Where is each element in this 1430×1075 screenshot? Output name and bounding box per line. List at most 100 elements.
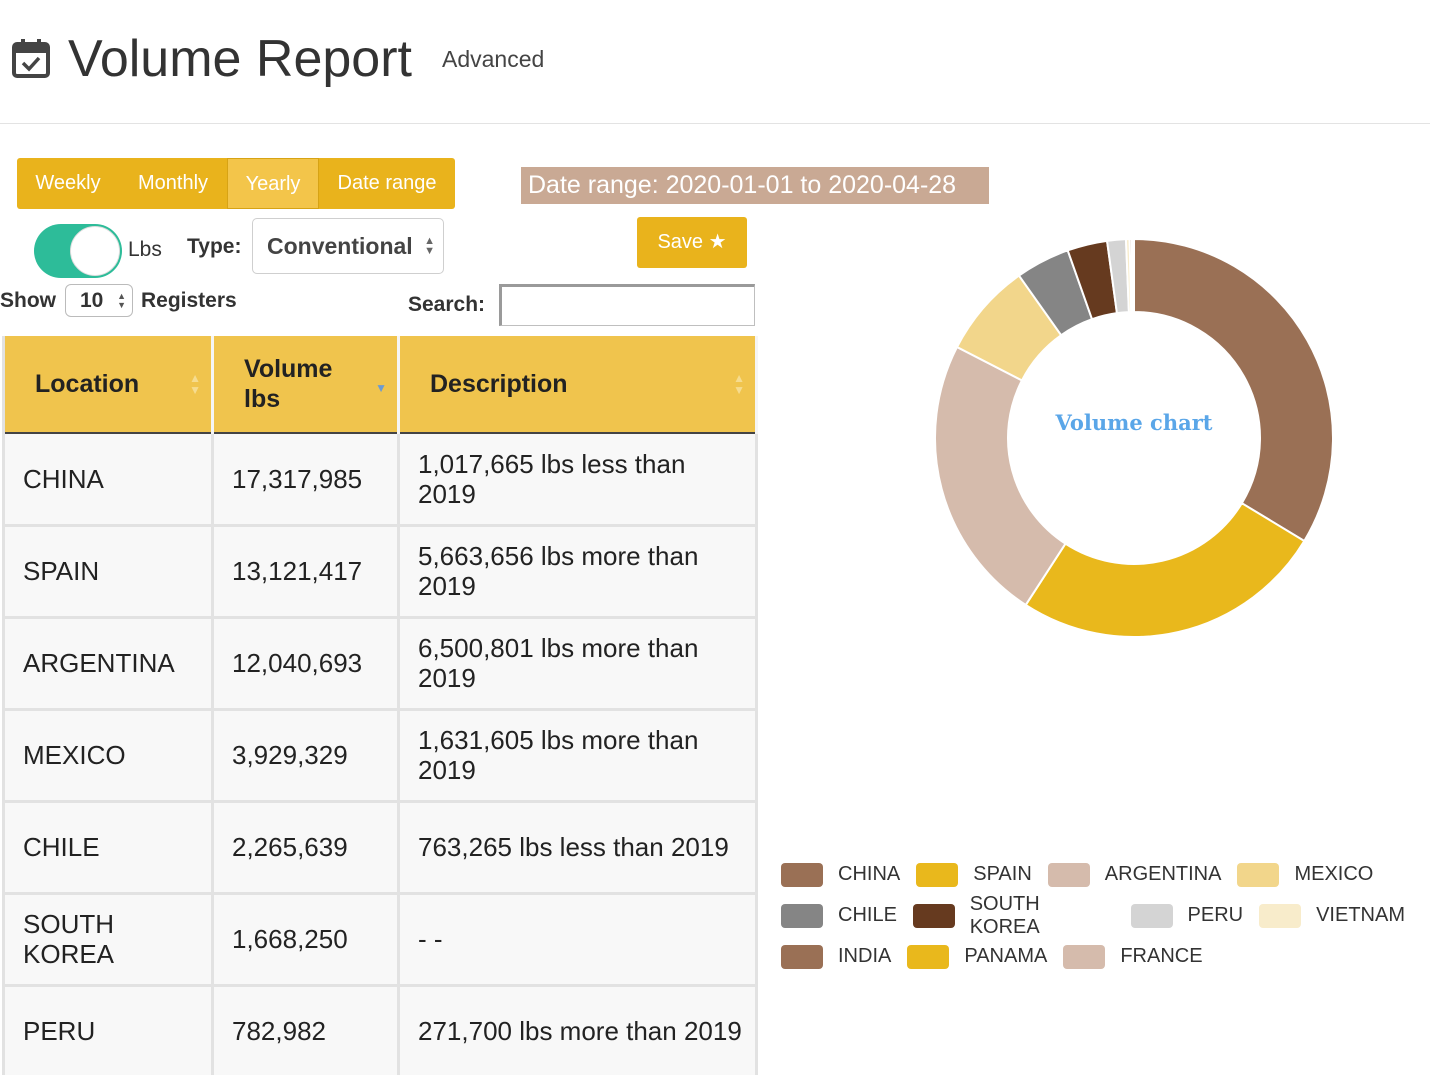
- legend-label: MEXICO: [1294, 863, 1374, 885]
- table-header-row: Location ▲ ▼ Volume lbs ▼ Description ▲ ▼: [2, 336, 758, 434]
- sort-icon: ▲ ▼: [733, 371, 745, 397]
- legend-label: ARGENTINA: [1104, 863, 1222, 885]
- legend-item-india[interactable]: INDIA: [781, 944, 892, 969]
- cell-volume: 12,040,693: [212, 617, 400, 711]
- legend-item-mexico[interactable]: MEXICO: [1237, 862, 1374, 887]
- legend-swatch: [781, 944, 823, 969]
- cell-location: PERU: [2, 985, 214, 1075]
- cell-volume: 3,929,329: [212, 709, 400, 803]
- lbs-toggle-label: Lbs: [128, 238, 162, 261]
- tab-weekly[interactable]: Weekly: [35, 172, 101, 194]
- legend-label: SOUTH KOREA: [969, 892, 1040, 938]
- legend-item-chile[interactable]: CHILE: [781, 903, 897, 928]
- cell-description: 5,663,656 lbs more than 2019: [398, 525, 758, 619]
- legend-label: INDIA: [838, 945, 892, 967]
- legend-item-china[interactable]: CHINA: [781, 862, 901, 887]
- save-button-label: Save: [657, 231, 704, 253]
- sort-icon: ▲ ▼: [189, 371, 201, 397]
- legend-swatch: [1237, 862, 1280, 887]
- advanced-link[interactable]: Advanced: [442, 46, 545, 72]
- toggle-knob: [70, 226, 120, 276]
- legend-swatch: [912, 903, 955, 928]
- table-row[interactable]: ARGENTINA 12,040,693 6,500,801 lbs more th…: [2, 617, 758, 711]
- cell-volume: 13,121,417: [212, 525, 400, 619]
- volume-table: Location ▲ ▼ Volume lbs ▼ Description ▲ ▼ C…: [2, 336, 758, 1075]
- registers-label: Registers: [141, 289, 237, 312]
- column-header-description-label: Description: [430, 370, 568, 398]
- tab-monthly[interactable]: Monthly: [137, 172, 209, 194]
- legend-label: PANAMA: [964, 945, 1048, 967]
- cell-location: SPAIN: [2, 525, 214, 619]
- cell-description: 1,017,665 lbs less than 2019: [398, 433, 758, 527]
- select-arrows-icon: ▲ ▼: [424, 235, 435, 257]
- legend-item-south-korea[interactable]: SOUTH KOREA: [912, 892, 1115, 939]
- legend-label: CHILE: [838, 904, 897, 926]
- cell-description: 763,265 lbs less than 2019: [398, 801, 758, 895]
- search-input[interactable]: [499, 284, 755, 326]
- cell-volume: 782,982: [212, 985, 400, 1075]
- table-row[interactable]: CHINA 17,317,985 1,017,665 lbs less than 2…: [2, 433, 758, 527]
- table-row[interactable]: CHILE 2,265,639 763,265 lbs less than 2019: [2, 801, 758, 895]
- legend-swatch: [1063, 944, 1106, 969]
- cell-volume: 1,668,250: [212, 893, 400, 987]
- page-size-value: 10: [80, 289, 104, 312]
- chart-title: Volume chart: [1055, 410, 1213, 435]
- legend-swatch: [907, 944, 950, 969]
- legend-swatch: [916, 862, 959, 887]
- legend-item-spain[interactable]: SPAIN: [916, 862, 1032, 887]
- lbs-toggle[interactable]: [34, 224, 122, 278]
- type-label: Type:: [187, 235, 242, 258]
- page-size-select[interactable]: 10 ▲ ▼: [65, 284, 133, 317]
- legend-label: FRANCE: [1120, 945, 1203, 967]
- legend-label: SPAIN: [973, 863, 1032, 885]
- table-row[interactable]: SPAIN 13,121,417 5,663,656 lbs more than 2…: [2, 525, 758, 619]
- legend-swatch: [781, 862, 823, 887]
- type-select[interactable]: Conventional ▲ ▼: [252, 218, 444, 274]
- save-button[interactable]: Save ★: [637, 217, 747, 268]
- table-row[interactable]: SOUTH KOREA 1,668,250- -: [2, 893, 758, 987]
- legend-item-peru[interactable]: PERU: [1130, 903, 1244, 928]
- cell-location: SOUTH KOREA: [2, 893, 214, 987]
- column-header-volume-label: Volume lbs: [244, 355, 333, 413]
- pie-slice-spain[interactable]: [1024, 501, 1306, 638]
- calendar-check-icon: [12, 39, 50, 78]
- table-row[interactable]: PERU 782,982 271,700 lbs more than 2019: [2, 985, 758, 1075]
- cell-volume: 2,265,639: [212, 801, 400, 895]
- cell-description: 1,631,605 lbs more than 2019: [398, 709, 758, 803]
- volume-chart: [900, 224, 1370, 654]
- search-label: Search:: [408, 293, 486, 316]
- legend-swatch: [1047, 862, 1090, 887]
- tab-date-range[interactable]: Date range: [337, 172, 437, 194]
- cell-location: MEXICO: [2, 709, 214, 803]
- legend-row: INDIA PANAMA FRANCE: [781, 936, 1421, 977]
- legend-label: PERU: [1187, 904, 1244, 926]
- tab-yearly[interactable]: Yearly: [227, 158, 319, 209]
- show-label: Show: [0, 289, 56, 312]
- legend-item-vietnam[interactable]: VIETNAM: [1259, 903, 1405, 928]
- column-header-location-label: Location: [35, 370, 140, 398]
- legend-label: CHINA: [838, 863, 901, 885]
- pie-slice-china[interactable]: [1133, 237, 1334, 543]
- cell-description: 6,500,801 lbs more than 2019: [398, 617, 758, 711]
- page-title: Volume Report: [68, 30, 412, 88]
- sort-desc-icon: ▼: [375, 381, 387, 395]
- period-tab-group: Weekly Monthly Yearly Date range: [17, 158, 455, 209]
- legend-row: CHILE SOUTH KOREA PERU VIETNAM: [781, 892, 1421, 939]
- legend-swatch: [1259, 903, 1302, 928]
- legend-item-france[interactable]: FRANCE: [1063, 944, 1203, 969]
- pie-slice-france[interactable]: [1132, 237, 1135, 314]
- cell-location: CHINA: [2, 433, 214, 527]
- type-select-value: Conventional: [267, 233, 413, 259]
- pie-slice-argentina[interactable]: [934, 345, 1067, 607]
- legend-item-panama[interactable]: PANAMA: [907, 944, 1048, 969]
- legend-label: VIETNAM: [1316, 904, 1405, 926]
- cell-volume: 17,317,985: [212, 433, 400, 527]
- column-header-location[interactable]: Location ▲ ▼: [2, 336, 214, 434]
- legend-swatch: [1130, 903, 1173, 928]
- legend-item-argentina[interactable]: ARGENTINA: [1047, 862, 1222, 887]
- page-header: Volume Report Advanced: [0, 0, 1430, 124]
- table-row[interactable]: MEXICO 3,929,329 1,631,605 lbs more than 2…: [2, 709, 758, 803]
- column-header-volume[interactable]: Volume lbs ▼: [212, 336, 400, 434]
- column-header-description[interactable]: Description ▲ ▼: [398, 336, 758, 434]
- date-range-label: Date range: 2020-01-01 to 2020-04-28: [521, 167, 989, 204]
